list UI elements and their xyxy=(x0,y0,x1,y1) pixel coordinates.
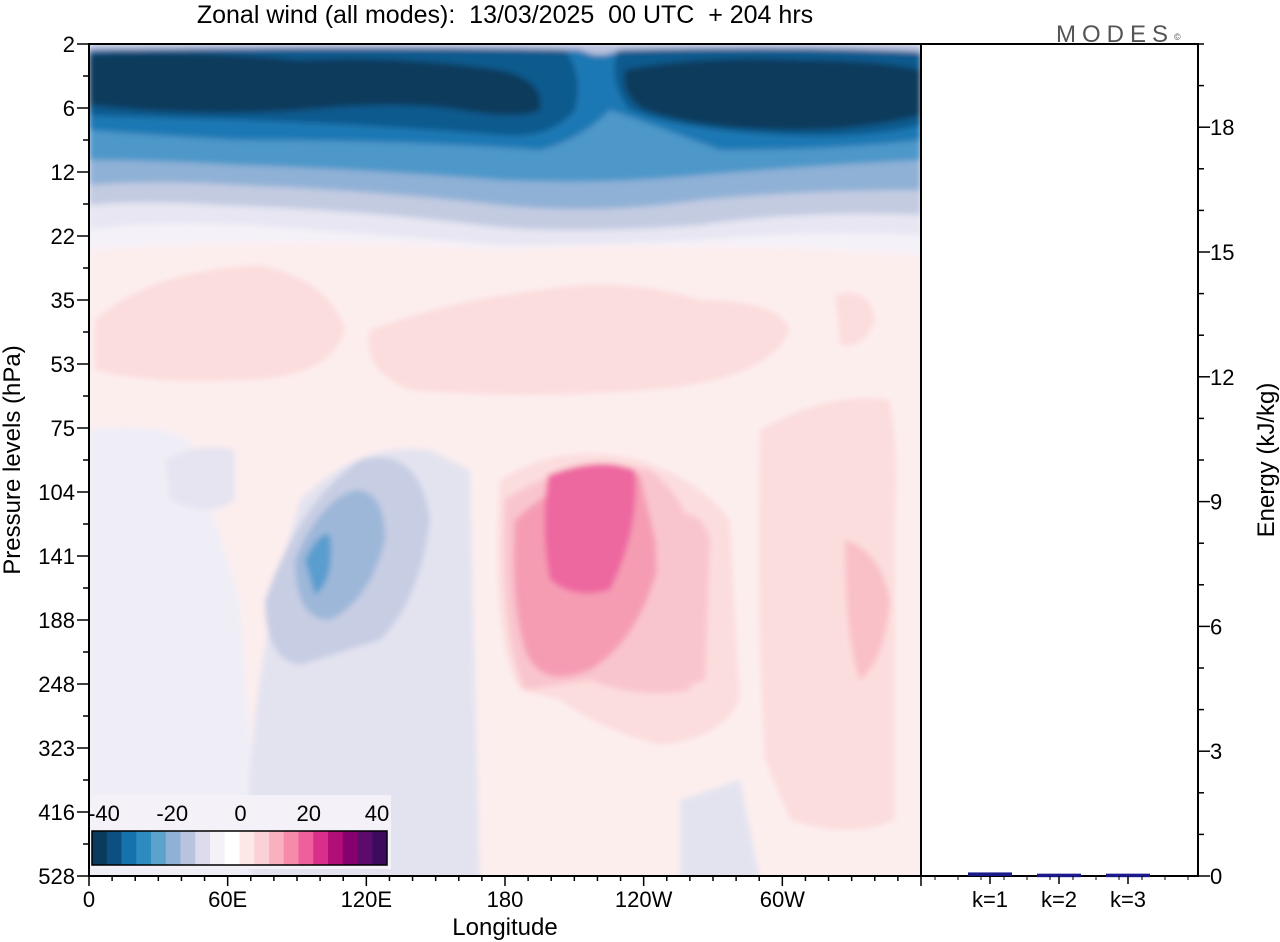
colorbar-swatch xyxy=(342,831,358,865)
zonal-wind-heatmap xyxy=(89,44,921,876)
colorbar-label: 0 xyxy=(234,801,246,826)
colorbar-swatch xyxy=(151,831,167,865)
bar-category-label: k=3 xyxy=(1110,887,1146,912)
bar-category-label: k=2 xyxy=(1041,887,1077,912)
x-tick-label: 180 xyxy=(487,887,524,912)
y-tick-label: 104 xyxy=(38,480,75,505)
colorbar-frame xyxy=(91,830,388,866)
y-tick-label: 141 xyxy=(38,544,75,569)
x-axis-label: Longitude xyxy=(452,914,557,941)
colorbar-swatch xyxy=(283,831,299,865)
colorbar-label: 40 xyxy=(365,801,389,826)
colorbar-swatch xyxy=(165,831,181,865)
y-tick-label: 35 xyxy=(51,288,75,313)
colorbar-swatch xyxy=(106,831,122,865)
x-axis: 0 60E 120E 180 120W 60W xyxy=(83,876,922,912)
colorbar-swatch xyxy=(239,831,255,865)
energy-tick-label: 3 xyxy=(1210,739,1222,764)
colorbar-swatch xyxy=(254,831,270,865)
energy-tick-label: 15 xyxy=(1210,240,1234,265)
logo-mark: © xyxy=(1174,32,1181,42)
energy-bars xyxy=(968,872,1150,878)
energy-tick-label: 18 xyxy=(1210,115,1234,140)
y-tick-label: 22 xyxy=(51,224,75,249)
chart-title: Zonal wind (all modes): 13/03/2025 00 UT… xyxy=(196,1,814,29)
x-tick-label: 120W xyxy=(615,887,673,912)
y-tick-label: 12 xyxy=(51,160,75,185)
colorbar-swatch xyxy=(92,831,108,865)
colorbar: -40 -20 0 20 40 xyxy=(88,795,391,869)
colorbar-swatch xyxy=(313,831,329,865)
x-tick-label: 120E xyxy=(341,887,392,912)
x-tick-label: 60E xyxy=(208,887,247,912)
energy-tick-label: 9 xyxy=(1210,490,1222,515)
energy-axis-label: Energy (kJ/kg) xyxy=(1253,383,1280,538)
colorbar-swatch xyxy=(224,831,240,865)
y-tick-label: 53 xyxy=(51,352,75,377)
energy-tick-label: 0 xyxy=(1210,864,1222,889)
colorbar-label: -20 xyxy=(156,801,188,826)
colorbar-label: 20 xyxy=(297,801,321,826)
colorbar-swatch xyxy=(121,831,137,865)
colorbar-swatch xyxy=(136,831,152,865)
energy-tick-label: 6 xyxy=(1210,614,1222,639)
energy-axis: 0 3 6 9 12 15 18 xyxy=(1198,43,1234,889)
energy-bar xyxy=(1106,873,1150,878)
y-tick-label: 75 xyxy=(51,416,75,441)
y-tick-label: 528 xyxy=(38,864,75,889)
colorbar-swatch xyxy=(210,831,226,865)
y-tick-label: 323 xyxy=(38,736,75,761)
y-tick-label: 6 xyxy=(63,96,75,121)
colorbar-swatch xyxy=(195,831,211,865)
colorbar-swatch xyxy=(298,831,314,865)
colorbar-swatch xyxy=(269,831,285,865)
colorbar-label: -40 xyxy=(88,801,120,826)
y-axis: 2 6 12 22 35 53 75 104 141 188 248 323 416 528 xyxy=(38,32,89,889)
energy-bar xyxy=(1037,873,1081,878)
energy-panel xyxy=(920,43,1199,877)
x-tick-label: 60W xyxy=(760,887,805,912)
bar-category-labels: k=1 k=2 k=3 xyxy=(934,876,1189,912)
colorbar-swatch xyxy=(180,831,196,865)
energy-bar xyxy=(968,872,1012,876)
y-tick-label: 2 xyxy=(63,32,75,57)
y-tick-label: 416 xyxy=(38,800,75,825)
colorbar-swatch xyxy=(372,831,388,865)
colorbar-swatch xyxy=(357,831,373,865)
y-tick-label: 188 xyxy=(38,608,75,633)
y-tick-label: 248 xyxy=(38,672,75,697)
y-axis-label: Pressure levels (hPa) xyxy=(0,345,26,574)
x-tick-label: 0 xyxy=(83,887,95,912)
colorbar-swatch xyxy=(328,831,344,865)
bar-category-label: k=1 xyxy=(972,887,1008,912)
energy-tick-label: 12 xyxy=(1210,365,1234,390)
